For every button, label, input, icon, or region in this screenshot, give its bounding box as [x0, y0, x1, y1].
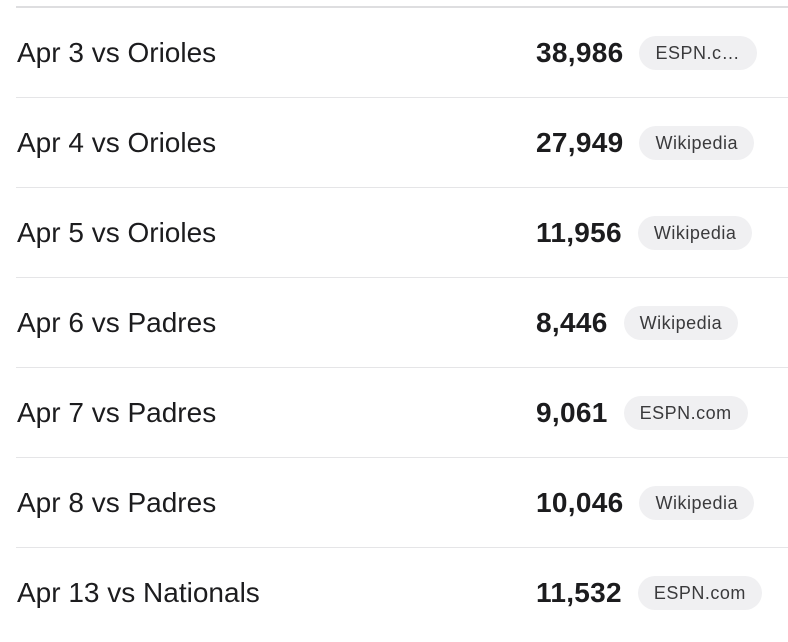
row-right: 10,046 Wikipedia: [536, 458, 754, 547]
attendance-value: 27,949: [536, 126, 624, 158]
source-chip[interactable]: ESPN.com: [639, 35, 758, 70]
list-item: Apr 6 vs Padres 8,446 Wikipedia: [16, 278, 788, 368]
game-label: Apr 13 vs Nationals: [17, 577, 260, 608]
list-item: Apr 7 vs Padres 9,061 ESPN.com: [16, 368, 788, 458]
source-chip[interactable]: Wikipedia: [639, 485, 754, 520]
attendance-value: 38,986: [536, 36, 624, 68]
list-item: Apr 13 vs Nationals 11,532 ESPN.com: [16, 548, 788, 637]
game-label: Apr 6 vs Padres: [17, 307, 217, 338]
attendance-value: 10,046: [536, 486, 624, 518]
list-item: Apr 5 vs Orioles 11,956 Wikipedia: [16, 188, 788, 278]
attendance-value: 11,532: [536, 576, 622, 608]
attendance-value: 8,446: [536, 306, 608, 338]
list-item: Apr 4 vs Orioles 27,949 Wikipedia: [16, 98, 788, 188]
row-right: 8,446 Wikipedia: [536, 278, 739, 367]
game-label: Apr 4 vs Orioles: [17, 127, 217, 158]
row-right: 11,532 ESPN.com: [536, 548, 762, 637]
source-chip[interactable]: Wikipedia: [637, 215, 753, 250]
row-right: 38,986 ESPN.com: [536, 8, 758, 97]
row-right: 27,949 Wikipedia: [536, 98, 754, 187]
top-divider: [16, 6, 788, 8]
source-chip[interactable]: ESPN.com: [637, 575, 762, 610]
source-chip[interactable]: Wikipedia: [623, 305, 739, 340]
row-right: 11,956 Wikipedia: [536, 188, 753, 277]
game-label: Apr 3 vs Orioles: [17, 37, 217, 68]
source-chip[interactable]: Wikipedia: [639, 125, 754, 160]
list-item: Apr 8 vs Padres 10,046 Wikipedia: [16, 458, 788, 548]
list-item: Apr 3 vs Orioles 38,986 ESPN.com: [16, 8, 788, 98]
attendance-value: 9,061: [536, 396, 608, 428]
attendance-list: Apr 3 vs Orioles 38,986 ESPN.com Apr 4 v…: [16, 8, 788, 637]
game-label: Apr 7 vs Padres: [17, 397, 217, 428]
source-chip[interactable]: ESPN.com: [623, 395, 748, 430]
row-right: 9,061 ESPN.com: [536, 368, 748, 457]
game-label: Apr 5 vs Orioles: [17, 217, 217, 248]
game-label: Apr 8 vs Padres: [17, 487, 217, 518]
attendance-value: 11,956: [536, 216, 622, 248]
